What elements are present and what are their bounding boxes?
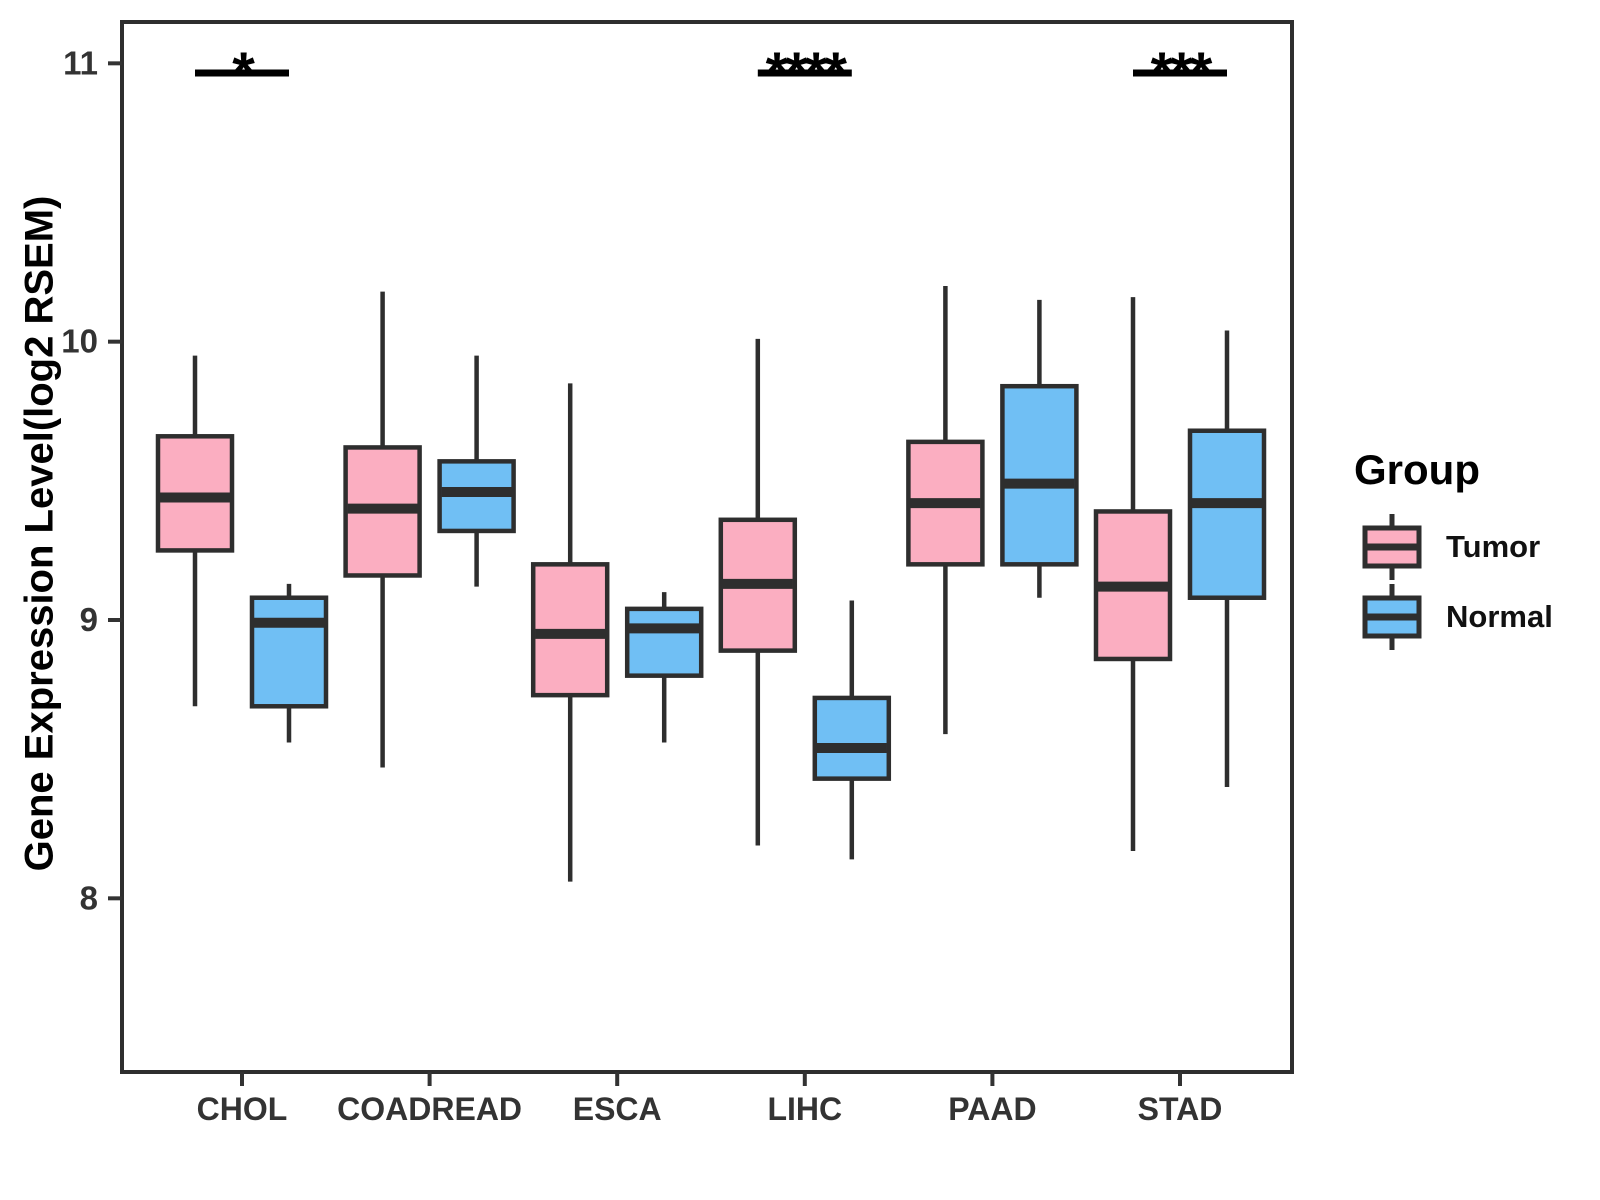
- y-tick-label-11: 11: [63, 44, 98, 81]
- x-tick-label-PAAD: PAAD: [948, 1091, 1036, 1127]
- box-normal-PAAD: [1000, 383, 1079, 567]
- normal-boxplot-key-icon: [1362, 584, 1422, 650]
- legend-item-tumor: Tumor: [1352, 512, 1592, 582]
- box-normal-LIHC: [812, 695, 892, 781]
- legend-label-tumor: Tumor: [1446, 529, 1541, 564]
- x-tick-label-ESCA: ESCA: [573, 1091, 662, 1127]
- legend-title: Group: [1354, 446, 1480, 493]
- tumor-boxplot-key-icon: [1362, 514, 1422, 580]
- box-normal-STAD: [1187, 428, 1267, 600]
- y-tick-label-10: 10: [61, 323, 98, 360]
- significance-stars-STAD: ***: [1151, 41, 1213, 106]
- x-tick-label-LIHC: LIHC: [767, 1091, 842, 1127]
- x-tick-label-STAD: STAD: [1138, 1091, 1223, 1127]
- x-tick-label-COADREAD: COADREAD: [337, 1091, 522, 1127]
- y-tick-label-9: 9: [80, 601, 98, 638]
- legend: Group Tumor Normal: [1352, 446, 1592, 652]
- y-axis-title: Gene Expression Level(log2 RSEM): [17, 195, 62, 872]
- x-tick-label-CHOL: CHOL: [197, 1091, 288, 1127]
- legend-item-normal: Normal: [1352, 582, 1592, 652]
- legend-label-normal: Normal: [1446, 599, 1553, 634]
- plot-panel-border: [120, 20, 1294, 1074]
- significance-stars-CHOL: *: [232, 41, 255, 106]
- significance-stars-LIHC: ****: [766, 41, 848, 106]
- box-normal-CHOL: [249, 595, 329, 709]
- box-normal-ESCA: [624, 606, 704, 678]
- y-tick-label-8: 8: [80, 879, 98, 916]
